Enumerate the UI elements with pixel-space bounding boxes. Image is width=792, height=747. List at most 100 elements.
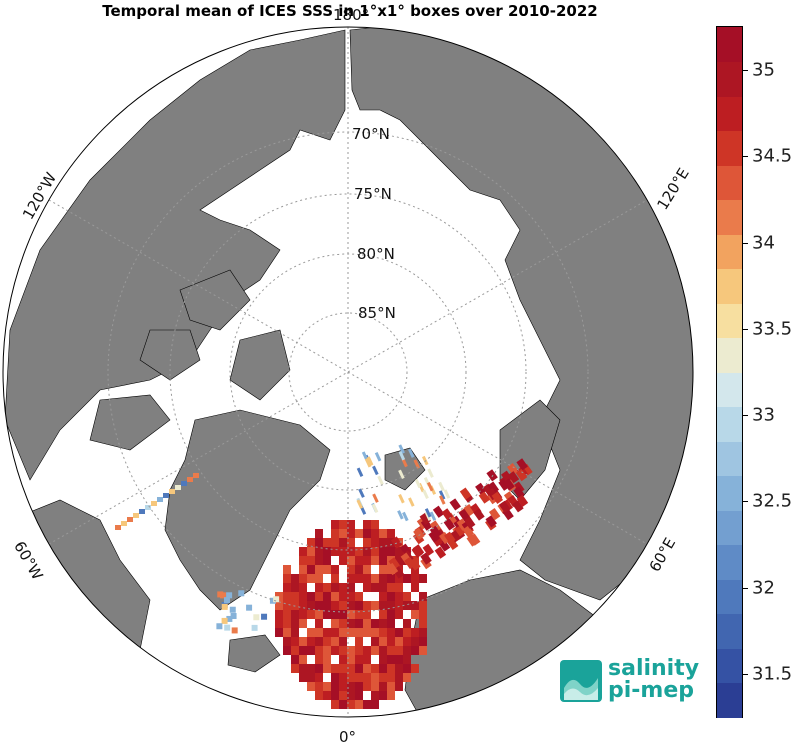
salinity-box xyxy=(379,529,387,538)
colorbar-tick-label: 32.5 xyxy=(752,490,792,512)
salinity-box xyxy=(371,700,379,709)
salinity-box xyxy=(387,574,395,583)
salinity-box xyxy=(426,481,434,492)
salinity-box xyxy=(315,664,323,673)
salinity-box xyxy=(307,682,315,691)
salinity-box xyxy=(487,481,500,494)
colorbar-tick-label: 31.5 xyxy=(752,663,792,685)
salinity-box xyxy=(347,664,355,673)
colorbar-tick xyxy=(742,242,748,244)
salinity-box xyxy=(339,538,347,547)
salinity-box xyxy=(419,628,427,637)
salinity-box xyxy=(371,682,379,691)
salinity-box xyxy=(323,628,331,637)
salinity-box xyxy=(331,673,339,682)
salinity-box xyxy=(169,489,175,494)
salinity-box xyxy=(420,552,432,565)
salinity-box xyxy=(315,565,323,574)
salinity-box xyxy=(395,556,403,565)
salinity-box xyxy=(299,592,307,601)
salinity-box xyxy=(347,547,355,556)
salinity-box xyxy=(283,628,291,637)
salinity-box xyxy=(395,547,403,556)
salinity-box xyxy=(347,655,355,664)
salinity-box xyxy=(507,462,519,476)
salinity-box xyxy=(307,592,315,601)
salinity-box xyxy=(428,530,440,543)
salinity-box xyxy=(283,574,291,583)
salinity-box xyxy=(387,538,395,547)
salinity-box xyxy=(355,547,363,556)
salinity-box xyxy=(411,610,419,619)
salinity-box xyxy=(395,664,403,673)
salinity-box xyxy=(363,610,371,619)
salinity-box xyxy=(339,583,347,592)
colorbar xyxy=(716,26,743,718)
salinity-box xyxy=(299,601,307,610)
salinity-box xyxy=(283,601,291,610)
salinity-box xyxy=(181,481,187,486)
salinity-box xyxy=(339,637,347,646)
salinity-box xyxy=(339,592,347,601)
salinity-box xyxy=(307,646,315,655)
salinity-box xyxy=(458,508,471,522)
salinity-box xyxy=(395,583,403,592)
salinity-box xyxy=(315,556,323,565)
colorbar-segment xyxy=(717,234,742,269)
salinity-box xyxy=(275,619,283,628)
salinity-box xyxy=(299,556,307,565)
salinity-box xyxy=(398,469,405,480)
lon-label-60w: 60°W xyxy=(10,538,46,583)
salinity-box xyxy=(395,655,403,664)
salinity-box xyxy=(283,565,291,574)
salinity-box xyxy=(355,700,363,709)
salinity-box xyxy=(339,655,347,664)
salinity-box xyxy=(387,637,395,646)
salinity-box xyxy=(386,562,399,576)
salinity-box xyxy=(387,673,395,682)
salinity-box xyxy=(387,646,395,655)
salinity-box xyxy=(363,664,371,673)
salinity-box xyxy=(371,637,379,646)
salinity-box xyxy=(151,501,157,506)
land-archipelago-3 xyxy=(229,329,291,401)
salinity-box xyxy=(363,520,371,529)
salinity-box xyxy=(443,518,456,531)
salinity-box xyxy=(475,482,487,495)
salinity-box xyxy=(379,664,387,673)
salinity-box xyxy=(339,619,347,628)
salinity-box xyxy=(273,596,280,603)
salinity-box xyxy=(398,444,405,454)
salinity-box xyxy=(291,574,299,583)
salinity-box xyxy=(379,673,387,682)
salinity-box xyxy=(419,619,427,628)
salinity-box xyxy=(355,682,363,691)
salinity-box xyxy=(411,583,419,592)
salinity-box xyxy=(379,610,387,619)
salinity-box xyxy=(413,459,421,469)
salinity-box xyxy=(331,529,339,538)
salinity-box xyxy=(251,624,258,631)
salinity-box xyxy=(371,574,379,583)
salinity-box xyxy=(411,601,419,610)
salinity-box xyxy=(387,628,395,637)
salinity-box xyxy=(387,592,395,601)
salinity-box xyxy=(379,538,387,547)
salinity-box xyxy=(395,646,403,655)
salinity-box xyxy=(230,613,237,620)
salinity-box xyxy=(323,655,331,664)
salinity-box xyxy=(422,543,435,556)
colorbar-segment xyxy=(717,406,742,442)
salinity-box xyxy=(463,516,476,529)
salinity-box xyxy=(363,565,371,574)
salinity-box xyxy=(347,565,355,574)
lon-label-120e: 120°E xyxy=(653,165,692,213)
salinity-box xyxy=(395,610,403,619)
salinity-box xyxy=(371,646,379,655)
salinity-box xyxy=(331,664,339,673)
colorbar-tick-label: 34 xyxy=(752,232,775,254)
salinity-box xyxy=(291,637,299,646)
salinity-box xyxy=(413,527,425,540)
salinity-box xyxy=(387,547,395,556)
map-border xyxy=(2,26,694,718)
